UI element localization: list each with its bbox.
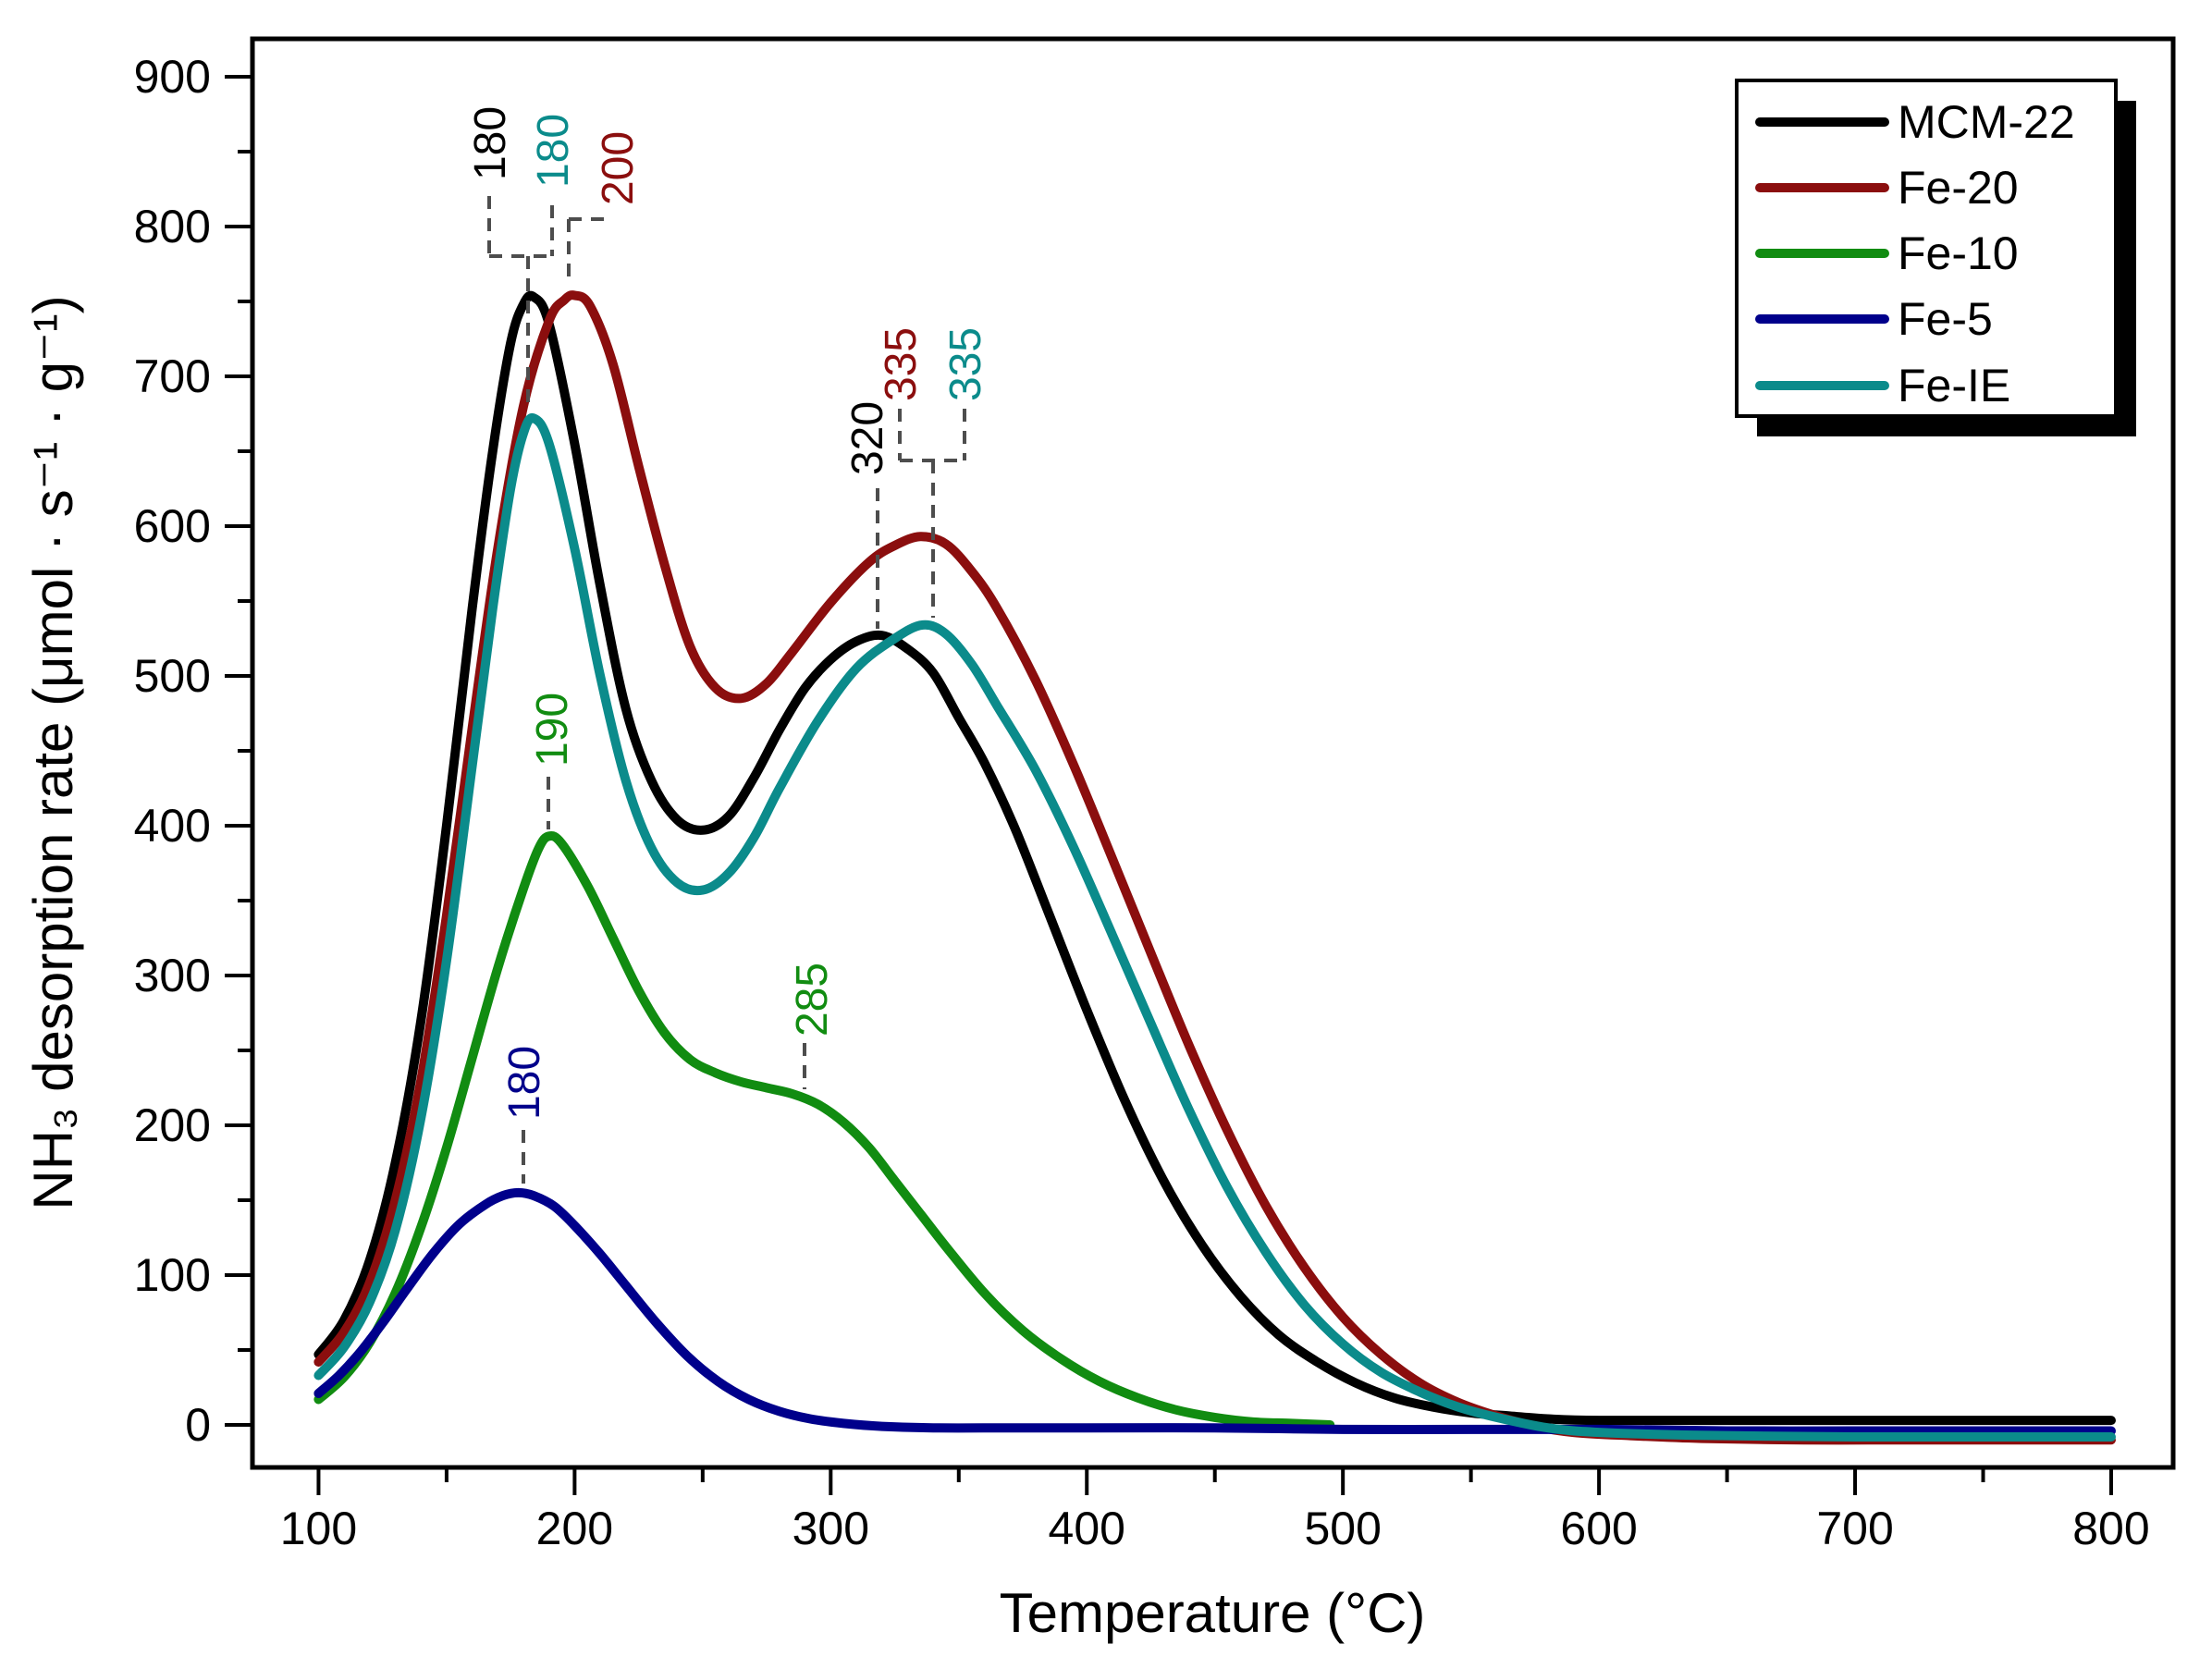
series-line-mcm-22 <box>313 290 2116 1426</box>
peak-label: 180 <box>500 1046 549 1120</box>
peak-label: 190 <box>528 693 577 767</box>
series-line-fe-10 <box>313 830 1335 1430</box>
y-tick-label: 100 <box>134 1249 211 1301</box>
series-line-fe-ie <box>313 413 2116 1442</box>
y-tick-label: 600 <box>134 500 211 552</box>
y-tick-label: 900 <box>134 51 211 103</box>
legend-label-fe-20: Fe-20 <box>1898 162 2019 214</box>
peak-label: 335 <box>877 327 926 401</box>
x-tick-label: 700 <box>1816 1503 1893 1554</box>
y-tick-label: 400 <box>134 800 211 852</box>
y-tick-label: 500 <box>134 650 211 702</box>
x-tick-label: 100 <box>280 1503 357 1554</box>
x-tick-label: 400 <box>1049 1503 1125 1554</box>
series-line-fe-5 <box>313 1187 2116 1436</box>
legend-label-mcm-22: MCM-22 <box>1898 96 2075 148</box>
peak-label: 335 <box>941 327 990 401</box>
x-tick-label: 300 <box>793 1503 869 1554</box>
plot-frame <box>250 36 2176 1470</box>
legend-label-fe-10: Fe-10 <box>1898 227 2019 279</box>
legend-box <box>1735 79 2118 418</box>
axes-layer: 100 200 300 400 500 600 700 800 0 100 200 300 400 500… <box>134 36 2176 1554</box>
x-tick-label: 200 <box>536 1503 613 1554</box>
x-tick-label: 600 <box>1560 1503 1637 1554</box>
peak-label: 180 <box>466 106 515 180</box>
y-axis-title: NH₃ desorption rate (μmol · s⁻¹ · g⁻¹) <box>22 295 84 1209</box>
peak-label: 180 <box>529 114 578 188</box>
y-tick-label: 300 <box>134 950 211 1001</box>
peak-label: 320 <box>843 401 892 475</box>
x-axis-title: Temperature (°C) <box>1000 1582 1426 1644</box>
peak-label: 285 <box>788 963 837 1037</box>
y-tick-label: 200 <box>134 1099 211 1151</box>
legend-label-fe-ie: Fe-IE <box>1898 360 2010 411</box>
y-tick-label: 700 <box>134 350 211 402</box>
x-tick-label: 800 <box>2072 1503 2149 1554</box>
y-tick-label: 800 <box>134 201 211 252</box>
legend-layer: MCM-22 Fe-20 Fe-10 Fe-5 Fe-IE <box>1735 79 2136 436</box>
peak-label: 200 <box>594 131 643 205</box>
x-tick-label: 500 <box>1304 1503 1381 1554</box>
series-layer <box>313 290 2116 1445</box>
y-tick-label: 0 <box>185 1399 211 1451</box>
legend-label-fe-5: Fe-5 <box>1898 293 1993 345</box>
